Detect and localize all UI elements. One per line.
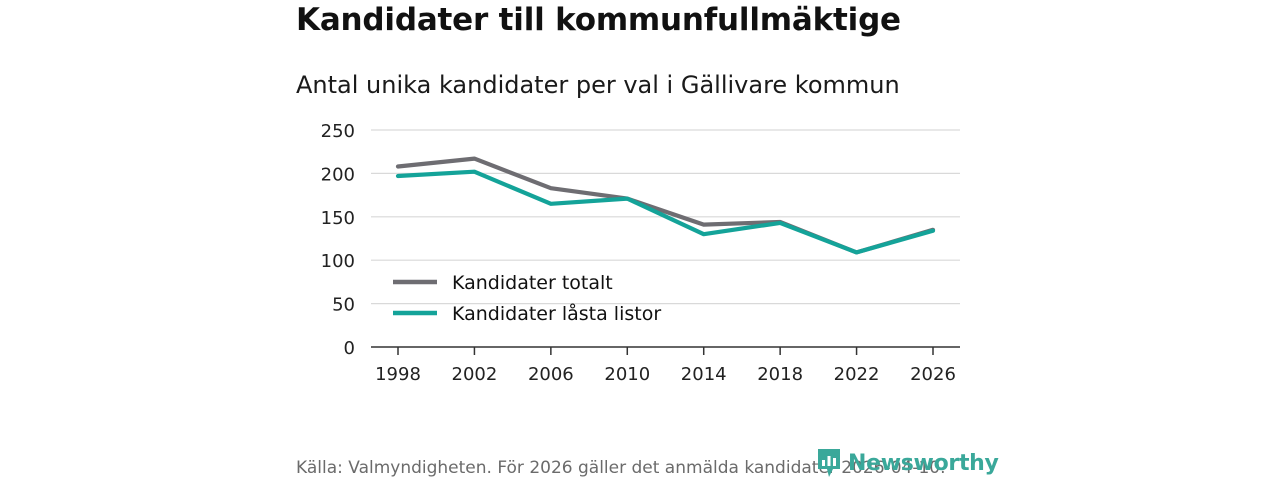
x-tick-label: 2014 [681,364,727,385]
y-tick-label: 250 [321,121,355,142]
chart-subtitle: Antal unika kandidater per val i Gälliva… [296,71,900,99]
y-tick-label: 200 [321,164,355,185]
x-tick-label: 2018 [757,364,803,385]
legend-label: Kandidater totalt [452,272,613,294]
x-tick-label: 2002 [452,364,498,385]
x-tick-label: 2022 [834,364,880,385]
x-tick-label: 2006 [528,364,574,385]
y-tick-label: 0 [344,338,355,359]
source-note: Källa: Valmyndigheten. För 2026 gäller d… [296,458,946,478]
newsworthy-logo: Newsworthy [816,446,999,480]
y-tick-label: 50 [332,295,355,316]
y-tick-label: 100 [321,251,355,272]
x-tick-label: 1998 [375,364,421,385]
line-chart: 0 50 100 150 200 250 1998 2002 2006 2010 2014 2018 2… [321,121,960,385]
x-tick-label: 2026 [910,364,956,385]
chart-title: Kandidater till kommunfullmäktige [296,2,901,38]
series-line-kandidater-lasta-listor [395,169,936,255]
newsworthy-logo-text: Newsworthy [848,450,999,476]
newsworthy-logo-icon [818,449,840,477]
y-tick-label: 150 [321,208,355,229]
legend-label: Kandidater låsta listor [452,302,661,325]
x-tick-label: 2010 [604,364,650,385]
